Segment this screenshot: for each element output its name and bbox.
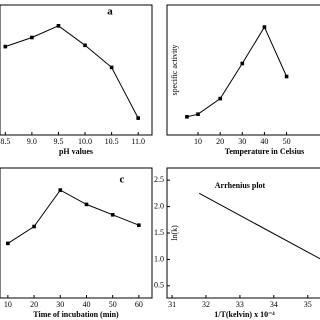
data-point <box>196 112 200 116</box>
x-tick-label: 10 <box>194 137 202 146</box>
chart-title: c <box>120 174 125 186</box>
x-tick-label: 20 <box>30 300 38 309</box>
data-point <box>3 44 8 49</box>
data-point <box>136 116 140 120</box>
plot-frame <box>166 4 320 136</box>
chart-title: a <box>107 6 113 18</box>
data-line <box>5 25 139 119</box>
data-point <box>83 43 87 48</box>
y-tick-label: 1.5 <box>154 228 164 237</box>
x-tick-label: 35 <box>304 300 312 309</box>
data-point <box>262 25 267 29</box>
x-tick-label: 33 <box>236 300 244 309</box>
x-tick-label: 40 <box>260 137 268 146</box>
plot-frame <box>0 167 153 299</box>
data-point <box>218 96 222 101</box>
data-point <box>110 213 115 217</box>
x-tick-label: 20 <box>216 137 224 146</box>
x-axis-label: Time of incubation (min) <box>33 310 119 319</box>
x-tick-label: 30 <box>56 300 64 309</box>
data-line <box>198 192 320 260</box>
y-axis-label: specific activity <box>170 45 179 96</box>
x-axis-label: Temperature in Celsius <box>225 147 305 156</box>
data-point <box>56 24 61 28</box>
data-point <box>30 35 34 40</box>
y-tick-label: 2.5 <box>154 175 164 184</box>
data-point <box>137 223 141 227</box>
data-point <box>185 115 189 119</box>
data-point <box>284 74 289 79</box>
plot-frame <box>0 4 153 136</box>
x-tick-label: 60 <box>135 300 143 309</box>
x-tick-label: 9.5 <box>53 137 63 146</box>
x-axis-label: 1/T(kelvin) x 10⁻⁴ <box>214 310 275 319</box>
x-tick-label: 32 <box>202 300 210 309</box>
y-tick-label: 1.0 <box>154 254 164 263</box>
data-point <box>6 241 10 246</box>
x-tick-label: 10.0 <box>78 137 92 146</box>
x-tick-label: 50 <box>109 300 117 309</box>
data-point <box>58 188 63 192</box>
chart-title: Arrhenius plot <box>215 181 266 190</box>
x-tick-label: 8.5 <box>0 137 10 146</box>
data-line <box>186 26 288 118</box>
x-tick-label: 31 <box>168 300 176 309</box>
data-point <box>109 65 114 70</box>
x-tick-label: 11.0 <box>131 137 145 146</box>
data-point <box>240 61 245 66</box>
y-axis-label: ln(k) <box>170 225 179 241</box>
x-tick-label: 40 <box>82 300 90 309</box>
y-tick-label: 2.0 <box>154 201 164 210</box>
x-tick-label: 34 <box>270 300 278 309</box>
data-line <box>7 189 140 244</box>
y-tick-label: 0.5 <box>154 281 164 290</box>
x-axis-label: pH values <box>59 147 93 156</box>
data-point <box>32 224 36 229</box>
x-tick-label: 9.0 <box>27 137 37 146</box>
data-point <box>84 202 89 207</box>
x-tick-label: 10.5 <box>105 137 119 146</box>
x-tick-label: 50 <box>283 137 291 146</box>
x-tick-label: 30 <box>238 137 246 146</box>
x-tick-label: 10 <box>4 300 12 309</box>
